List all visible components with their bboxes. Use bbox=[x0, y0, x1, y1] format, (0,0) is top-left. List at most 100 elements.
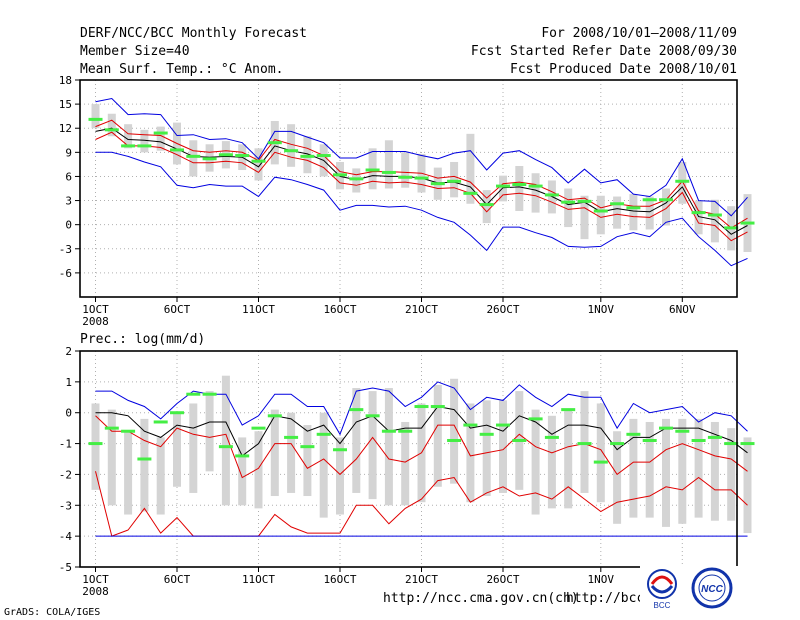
ensemble-marker-28 bbox=[528, 184, 543, 188]
ensemble-marker-36 bbox=[659, 426, 673, 430]
ensemble-marker-30 bbox=[561, 200, 576, 204]
ensemble-marker-21 bbox=[414, 176, 429, 180]
x-tick-label: 11OCT bbox=[242, 303, 275, 316]
spread-box-41 bbox=[743, 437, 752, 534]
y-tick-label: 18 bbox=[59, 74, 72, 87]
x-tick-label: 21OCT bbox=[405, 573, 438, 586]
spread-box-30 bbox=[564, 188, 573, 228]
ensemble-marker-9 bbox=[218, 153, 233, 157]
ensemble-marker-17 bbox=[349, 408, 364, 412]
ensemble-marker-35 bbox=[642, 438, 657, 442]
ensemble-marker-19 bbox=[381, 170, 396, 174]
spread-box-36 bbox=[662, 418, 670, 527]
ncc-logo-icon: NCC bbox=[691, 567, 733, 609]
ensemble-marker-9 bbox=[218, 445, 233, 449]
ensemble-marker-41 bbox=[740, 221, 755, 225]
spread-box-17 bbox=[352, 388, 361, 493]
grads-credit: GrADS: COLA/IGES bbox=[4, 607, 101, 618]
ensemble-marker-16 bbox=[333, 448, 347, 452]
ensemble-marker-25 bbox=[479, 203, 494, 207]
forecast-produced-date: Fcst Produced Date 2008/10/01 bbox=[510, 62, 737, 77]
ensemble-marker-15 bbox=[316, 432, 331, 436]
spread-box-31 bbox=[580, 391, 589, 493]
spread-box-1 bbox=[91, 403, 100, 490]
ensemble-marker-29 bbox=[544, 193, 559, 197]
spread-box-28 bbox=[531, 409, 540, 515]
spread-box-13 bbox=[287, 412, 296, 493]
forecast-started-date: Fcst Started Refer Date 2008/09/30 bbox=[470, 44, 737, 59]
ensemble-marker-11 bbox=[251, 159, 266, 163]
ensemble-marker-27 bbox=[512, 182, 527, 186]
ensemble-marker-11 bbox=[251, 426, 266, 430]
spread-box-23 bbox=[450, 161, 459, 198]
x-tick-label: 1OCT bbox=[82, 573, 109, 586]
y-tick-label: 15 bbox=[59, 98, 72, 111]
ncc-url: http://ncc.cma.gov.cn(ch) bbox=[383, 591, 579, 606]
ensemble-marker-28 bbox=[528, 417, 543, 421]
ensemble-marker-36 bbox=[659, 198, 673, 202]
y-tick-label: 12 bbox=[59, 122, 72, 135]
ncc-logo-text: NCC bbox=[701, 584, 723, 595]
ensemble-marker-5 bbox=[153, 131, 168, 135]
ensemble-marker-22 bbox=[430, 405, 445, 409]
x-tick-label: 21OCT bbox=[405, 303, 438, 316]
y-tick-label: 6 bbox=[65, 170, 72, 183]
spread-box-4 bbox=[140, 129, 149, 153]
ensemble-marker-38 bbox=[691, 438, 706, 442]
y-tick-label: -5 bbox=[59, 561, 72, 574]
spread-box-5 bbox=[156, 437, 165, 515]
ensemble-marker-12 bbox=[267, 414, 282, 418]
ensemble-marker-24 bbox=[463, 423, 478, 427]
spread-box-10 bbox=[238, 437, 247, 506]
bcc-ncc-logos: BCC NCC bbox=[640, 566, 740, 612]
ensemble-marker-5 bbox=[153, 420, 168, 424]
y-tick-label: 3 bbox=[65, 195, 72, 208]
spread-box-18 bbox=[368, 391, 377, 500]
ensemble-marker-3 bbox=[121, 144, 136, 148]
spread-box-1 bbox=[91, 104, 100, 129]
spread-box-36 bbox=[662, 188, 670, 226]
ensemble-marker-37 bbox=[675, 429, 690, 433]
member-size: Member Size=40 bbox=[80, 44, 190, 59]
ensemble-marker-26 bbox=[496, 423, 510, 427]
ensemble-marker-20 bbox=[398, 429, 413, 433]
spread-box-15 bbox=[319, 412, 328, 518]
spread-box-22 bbox=[433, 384, 442, 487]
spread-box-25 bbox=[482, 400, 491, 497]
ensemble-marker-20 bbox=[398, 175, 413, 179]
x-tick-label: 26OCT bbox=[486, 573, 519, 586]
ensemble-marker-23 bbox=[447, 438, 462, 442]
ensemble-marker-22 bbox=[430, 182, 445, 186]
x-tick-label: 26OCT bbox=[486, 303, 519, 316]
spread-box-35 bbox=[645, 196, 654, 230]
series-line-lower bbox=[95, 131, 748, 242]
spread-box-7 bbox=[189, 140, 198, 177]
ensemble-marker-31 bbox=[577, 442, 592, 446]
ensemble-marker-1 bbox=[88, 117, 103, 121]
spread-box-14 bbox=[303, 136, 312, 174]
ensemble-marker-18 bbox=[365, 168, 380, 172]
x-year-label: 2008 bbox=[82, 315, 109, 328]
spread-box-3 bbox=[124, 431, 133, 515]
ensemble-marker-34 bbox=[626, 206, 641, 210]
ensemble-marker-16 bbox=[333, 173, 347, 177]
y-tick-label: 2 bbox=[65, 345, 72, 358]
spread-box-28 bbox=[531, 173, 540, 213]
ensemble-marker-38 bbox=[691, 211, 706, 215]
forecast-period: For 2008/10/01—2008/11/09 bbox=[541, 26, 737, 41]
ensemble-marker-18 bbox=[365, 414, 380, 418]
ensemble-marker-6 bbox=[170, 411, 184, 415]
spread-box-24 bbox=[466, 133, 475, 204]
y-tick-label: 1 bbox=[65, 376, 72, 389]
x-tick-label: 6OCT bbox=[164, 303, 191, 316]
spread-box-9 bbox=[221, 375, 230, 506]
ensemble-marker-34 bbox=[626, 432, 641, 436]
plot-frame bbox=[79, 79, 738, 298]
ensemble-marker-8 bbox=[202, 157, 217, 161]
spread-box-16 bbox=[336, 437, 344, 515]
spread-box-24 bbox=[466, 403, 475, 503]
ensemble-marker-33 bbox=[610, 442, 625, 446]
ensemble-marker-32 bbox=[593, 460, 608, 464]
spread-box-25 bbox=[482, 190, 491, 224]
spread-box-38 bbox=[694, 200, 703, 235]
